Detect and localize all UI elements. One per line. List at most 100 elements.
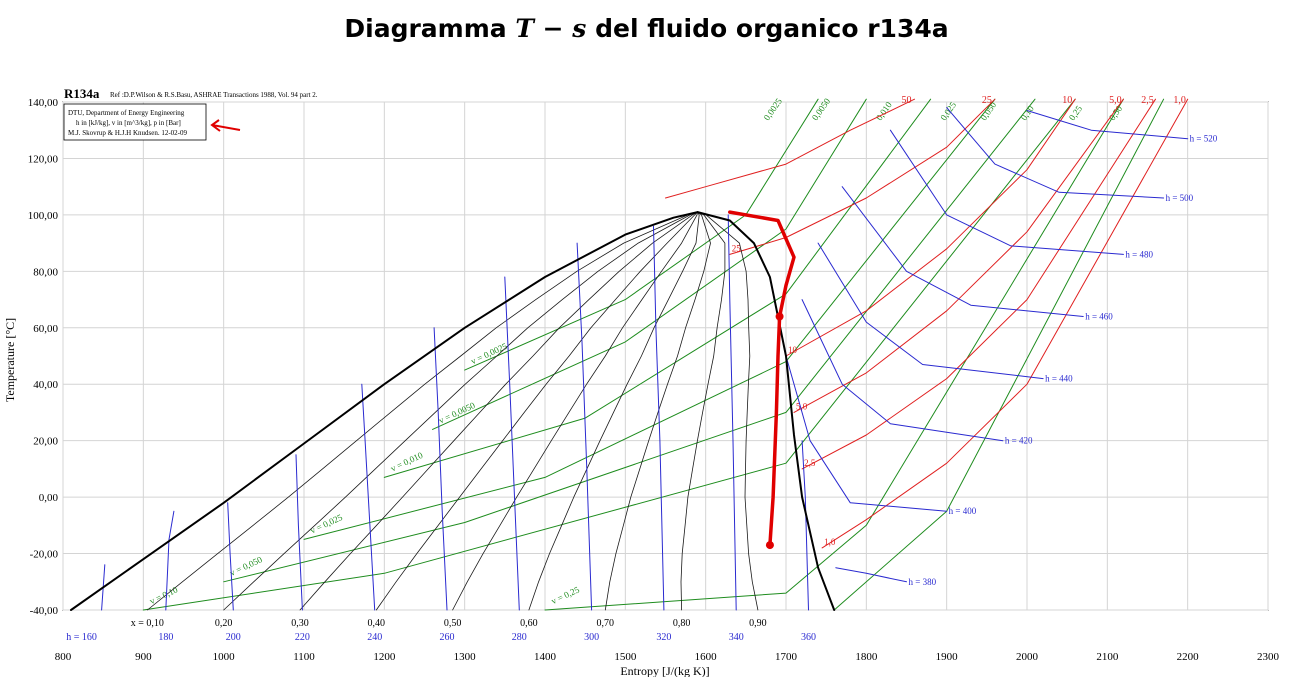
quality-label: x = 0,10 [131,618,164,629]
enthalpy-right-label: h = 480 [1125,249,1153,259]
volume-line [303,98,996,540]
volume-line [142,98,1076,611]
x-tick-label: 2100 [1096,651,1119,663]
pressure-top-label: 10 [1062,95,1072,106]
saturated-liquid-line [70,211,699,611]
enthalpy-right-label: h = 400 [949,506,977,516]
enthalpy-line [361,383,376,611]
x-tick-label: 800 [55,651,72,663]
plot-area [62,101,1269,611]
pressure-line [729,98,996,255]
enthalpy-bottom-label: 340 [729,632,744,643]
enthalpy-bottom-label: 280 [512,632,527,643]
enthalpy-bottom-label: 180 [158,632,173,643]
volume-line [464,98,819,371]
pressure-line [801,98,1156,470]
info-line-1: DTU, Department of Energy Engineering [68,109,185,117]
pressure-line [785,98,1076,357]
enthalpy-line [165,510,175,611]
pressure-line [793,98,1124,413]
chart-title: R134a [64,86,100,101]
enthalpy-right-label: h = 460 [1085,311,1113,321]
y-tick-label: -20,00 [30,549,59,561]
enthalpy-line [889,129,1124,255]
quality-label: 0,80 [673,618,691,629]
quality-label: 0,70 [597,618,615,629]
pressure-top-label: 1,0 [1173,95,1186,106]
x-tick-label: 2200 [1177,651,1200,663]
y-tick-label: 140,00 [28,97,59,109]
y-tick-label: 0,00 [39,492,59,504]
enthalpy-line [227,502,234,611]
enthalpy-bottom-label: 220 [295,632,310,643]
enthalpy-line [295,454,303,611]
info-line-3: M.J. Skovrup & H.J.H Knudsen. 12-02-09 [68,129,188,137]
quality-line [697,211,759,611]
quality-label: 0,90 [749,618,767,629]
enthalpy-line [835,567,907,583]
y-tick-label: 80,00 [33,266,58,278]
pressure-top-label: 5,0 [1109,95,1122,106]
enthalpy-right-label: h = 520 [1190,134,1218,144]
y-tick-label: 40,00 [33,379,58,391]
quality-line [146,211,698,611]
x-tick-label: 1600 [695,651,718,663]
annotation-arrow [210,119,241,132]
pressure-dome-label: 1,0 [824,537,836,547]
enthalpy-line [576,242,593,611]
enthalpy-line [653,225,665,611]
y-tick-label: 100,00 [28,210,59,222]
enthalpy-line [946,107,1165,199]
x-tick-label: 900 [135,651,152,663]
enthalpy-line [433,327,448,611]
enthalpy-bottom-label: 360 [801,632,816,643]
quality-line [680,211,726,611]
saturated-vapor-line [696,211,836,611]
info-box [63,103,207,141]
enthalpy-line [1026,110,1189,140]
quality-line [528,211,700,611]
quality-line [604,211,711,611]
quality-label: 0,60 [520,618,538,629]
enthalpy-right-label: h = 440 [1045,374,1073,384]
x-tick-label: 1200 [373,651,396,663]
enthalpy-bottom-label: 320 [656,632,671,643]
y-tick-label: -40,00 [30,605,59,617]
quality-label: 0,40 [368,618,386,629]
enthalpy-line [504,276,520,611]
x-tick-label: 1000 [213,651,236,663]
grid [62,101,1269,611]
x-tick-label: 1100 [293,651,315,663]
y-tick-label: 60,00 [33,323,58,335]
x-tick-label: 1300 [454,651,477,663]
x-tick-label: 2300 [1257,651,1280,663]
x-tick-label: 2000 [1016,651,1039,663]
chart-reference: Ref :D.P.Wilson & R.S.Basu, ASHRAE Trans… [110,91,318,99]
x-tick-label: 1400 [534,651,557,663]
quality-line [375,211,698,611]
pressure-dome-label: 5,0 [796,401,808,411]
enthalpy-line [841,186,1084,317]
pressure-dome-label: 10 [788,345,798,355]
process-point-start [765,541,774,550]
pressure-top-label: 2,5 [1141,95,1154,106]
volume-line [544,98,1124,611]
enthalpy-line [801,440,809,611]
quality-line [299,211,698,611]
x-tick-label: 1800 [855,651,878,663]
volume-line [223,98,1036,583]
pressure-top-label: 25 [982,95,992,106]
x-tick-label: 1500 [614,651,637,663]
y-tick-label: 120,00 [28,153,59,165]
enthalpy-bottom-label: 260 [439,632,454,643]
info-line-2: h in [kJ/kg], v in [m^3/kg], p in [Bar] [76,119,181,127]
enthalpy-right-label: h = 420 [1005,436,1033,446]
enthalpy-bottom-label: 240 [367,632,382,643]
enthalpy-line [801,299,1004,442]
quality-label: 0,20 [215,618,233,629]
enthalpy-line [727,214,737,611]
enthalpy-right-label: h = 380 [909,577,937,587]
enthalpy-bottom-label: h = 160 [66,632,97,643]
y-axis-label: Temperature [°C] [3,318,17,402]
